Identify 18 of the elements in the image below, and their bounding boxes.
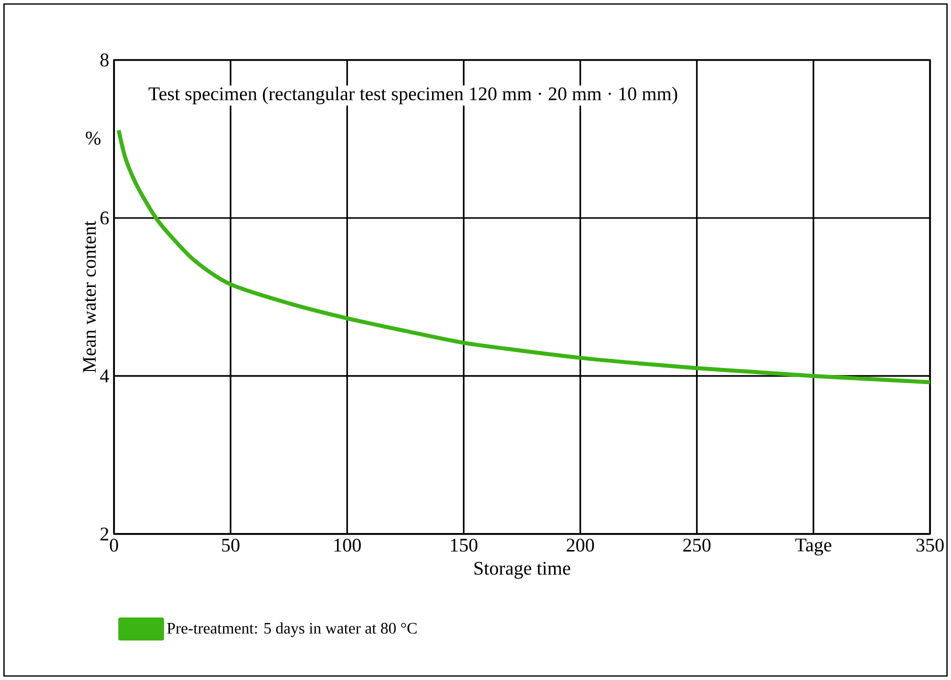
x-tick-label: 50 (222, 538, 240, 552)
y-tick-label: 4 (100, 370, 109, 382)
y-tick-label: 8 (100, 54, 109, 66)
x-tick-label: 350 (916, 538, 944, 552)
x-tick-label: 200 (566, 538, 594, 552)
x-axis-title: Storage time (474, 562, 570, 579)
x-tick-label: 100 (334, 538, 361, 552)
x-tick-label: 250 (683, 538, 711, 552)
y-tick-label: 2 (100, 528, 108, 540)
text: % (86, 132, 100, 145)
x-tick-label: 150 (451, 538, 478, 552)
y-tick-label: 6 (100, 212, 109, 224)
x-tick-label: Tage (795, 538, 832, 556)
x-tick-label: 0 (110, 538, 118, 552)
y-axis-title: Mean water content (83, 220, 96, 373)
legend-label: Pre-treatment: 5 days in water at 80 °C (167, 622, 417, 637)
line-series (116, 128, 932, 384)
annotation: Test specimen (rectangular test specimen 120 mm · 20 mm · 10 mm) (148, 86, 678, 104)
